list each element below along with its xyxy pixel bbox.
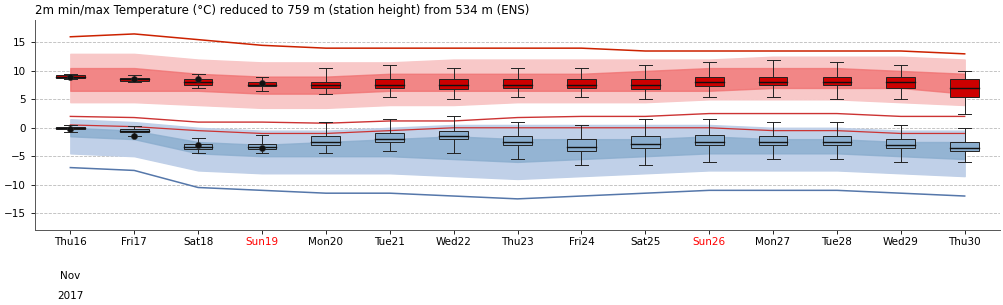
Bar — [567, 79, 595, 88]
Bar — [311, 136, 340, 145]
Bar — [821, 136, 851, 145]
Bar — [375, 79, 404, 88]
Bar — [56, 127, 84, 130]
Bar — [821, 77, 851, 85]
Bar — [886, 77, 915, 88]
Bar — [503, 136, 532, 145]
Text: 2017: 2017 — [57, 291, 83, 301]
Bar — [503, 79, 532, 88]
Bar — [375, 134, 404, 142]
Bar — [56, 75, 84, 78]
Bar — [119, 129, 148, 132]
Bar — [567, 139, 595, 151]
Bar — [630, 136, 659, 148]
Bar — [694, 135, 723, 145]
Text: 2m min/max Temperature (°C) reduced to 759 m (station height) from 534 m (ENS): 2m min/max Temperature (°C) reduced to 7… — [35, 4, 529, 17]
Bar — [886, 139, 915, 148]
Bar — [694, 77, 723, 86]
Bar — [439, 131, 467, 139]
Bar — [758, 77, 786, 85]
Bar — [950, 142, 978, 151]
Bar — [630, 79, 659, 89]
Bar — [950, 79, 978, 96]
Bar — [184, 144, 213, 149]
Bar — [248, 144, 276, 149]
Text: Nov: Nov — [60, 271, 80, 281]
Bar — [311, 82, 340, 88]
Bar — [758, 136, 786, 145]
Bar — [119, 78, 148, 81]
Bar — [248, 82, 276, 86]
Bar — [439, 79, 467, 89]
Bar — [184, 79, 213, 85]
